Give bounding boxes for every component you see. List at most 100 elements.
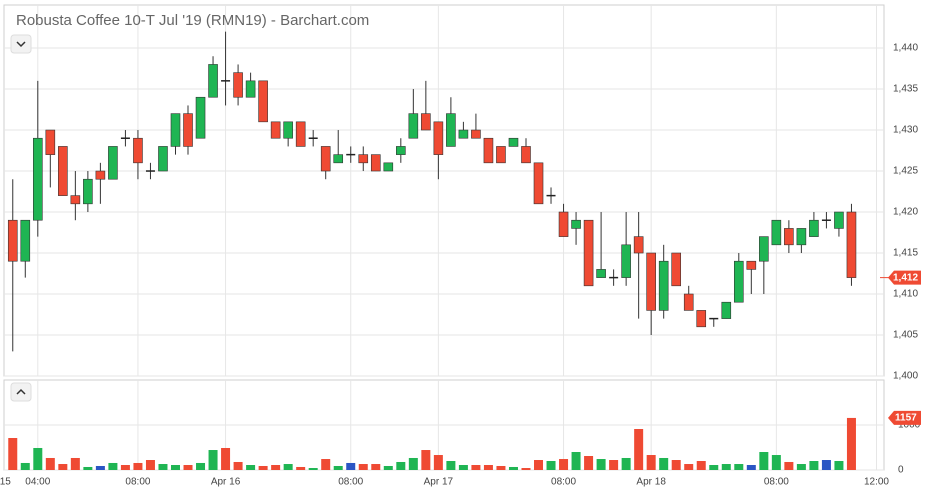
- candle-body: [346, 153, 356, 156]
- candle-body: [609, 276, 619, 279]
- volume-bar: [458, 465, 468, 470]
- candle-body: [658, 260, 669, 311]
- candle-body: [709, 317, 719, 320]
- volume-bar: [771, 455, 781, 470]
- candle-body: [471, 129, 481, 139]
- volume-bar: [596, 459, 606, 470]
- volume-bar: [258, 465, 268, 470]
- candle-body: [258, 80, 268, 123]
- candle-body: [846, 211, 857, 278]
- candle-body: [646, 252, 656, 311]
- candle-body: [208, 64, 218, 98]
- volume-bar: [421, 450, 431, 470]
- volume-bar: [333, 465, 343, 470]
- candle-body: [446, 113, 456, 147]
- candle-body: [571, 219, 581, 229]
- volume-bar: [221, 447, 231, 470]
- volume-bar: [8, 438, 18, 470]
- volume-bar: [83, 466, 93, 470]
- candle-body: [496, 146, 506, 164]
- volume-bar: [158, 464, 168, 470]
- candle-body: [170, 113, 181, 147]
- y-tick-label: 1,400: [893, 371, 918, 382]
- volume-bar: [358, 464, 368, 470]
- y-tick-label: 1,425: [893, 166, 918, 177]
- x-tick-label: 08:00: [125, 477, 150, 488]
- volume-bar: [534, 460, 544, 470]
- candle-body: [45, 129, 56, 155]
- volume-bar: [321, 459, 331, 470]
- candle-body: [508, 137, 519, 147]
- volume-bar: [609, 460, 619, 470]
- candle-body: [221, 80, 231, 82]
- volume-bar: [446, 461, 456, 470]
- y-tick-label: 0: [898, 465, 904, 476]
- x-tick-label: 12:00: [864, 477, 889, 488]
- candle-body: [333, 154, 344, 164]
- y-tick-label: 1,430: [893, 125, 918, 136]
- volume-bar: [408, 457, 418, 470]
- candle-body: [746, 260, 757, 270]
- volume-bar: [271, 465, 281, 470]
- volume-bar: [346, 462, 356, 470]
- candle-body: [421, 113, 431, 131]
- volume-bar: [821, 460, 831, 470]
- volume-bar: [546, 461, 556, 470]
- candle-body: [320, 146, 331, 172]
- volume-bar: [183, 465, 193, 470]
- candle-body: [383, 162, 394, 172]
- volume-bar: [721, 464, 731, 470]
- candle-body: [583, 219, 594, 287]
- volume-bar: [746, 465, 756, 470]
- candle-body: [32, 137, 43, 221]
- candle-body: [358, 154, 369, 164]
- candle-body: [809, 219, 819, 237]
- collapse-button[interactable]: [10, 34, 32, 54]
- candle-body: [834, 211, 844, 229]
- candle-body: [546, 194, 556, 197]
- volume-bar: [108, 462, 118, 470]
- candle-body: [633, 236, 644, 254]
- candle-body: [821, 219, 831, 221]
- x-tick-label: Apr 16: [211, 477, 241, 488]
- price-tag-label: 1,412: [893, 272, 918, 283]
- volume-bar: [734, 464, 744, 470]
- candle-body: [696, 310, 707, 328]
- volume-bar: [471, 465, 481, 470]
- volume-bar: [45, 457, 55, 470]
- candle-body: [70, 195, 81, 205]
- volume-bar: [584, 456, 594, 470]
- volume-bar: [70, 457, 80, 470]
- y-tick-label: 1,415: [893, 248, 918, 259]
- volume-bar: [621, 457, 631, 470]
- volume-bar: [246, 465, 256, 470]
- x-tick-label: 04:00: [25, 477, 50, 488]
- collapse-volume-button[interactable]: [10, 382, 32, 402]
- candle-body: [283, 121, 293, 139]
- x-tick-label: Apr 17: [424, 477, 454, 488]
- candle-body: [183, 113, 193, 147]
- volume-tag-label: 1157: [895, 413, 917, 424]
- volume-bar: [371, 464, 381, 470]
- volume-bar: [521, 468, 531, 470]
- volume-bar: [684, 464, 694, 470]
- volume-bar: [196, 462, 206, 470]
- volume-bar: [759, 452, 769, 470]
- volume-bar: [170, 465, 180, 470]
- candle-body: [533, 162, 544, 205]
- price-tag: [888, 270, 921, 285]
- candle-body: [683, 293, 694, 311]
- volume-bar: [709, 465, 719, 470]
- candle-body: [759, 236, 769, 262]
- volume-bar: [846, 417, 856, 470]
- x-tick-label: 08:00: [551, 477, 576, 488]
- volume-bar: [796, 464, 806, 470]
- volume-bar: [396, 461, 406, 470]
- price-panel: [3, 4, 885, 377]
- y-tick-label: 1000: [898, 420, 921, 431]
- candle-body: [133, 137, 143, 164]
- candle-body: [120, 137, 130, 139]
- volume-bar: [696, 461, 706, 470]
- volume-bar: [58, 464, 68, 470]
- volume-bar: [483, 465, 493, 470]
